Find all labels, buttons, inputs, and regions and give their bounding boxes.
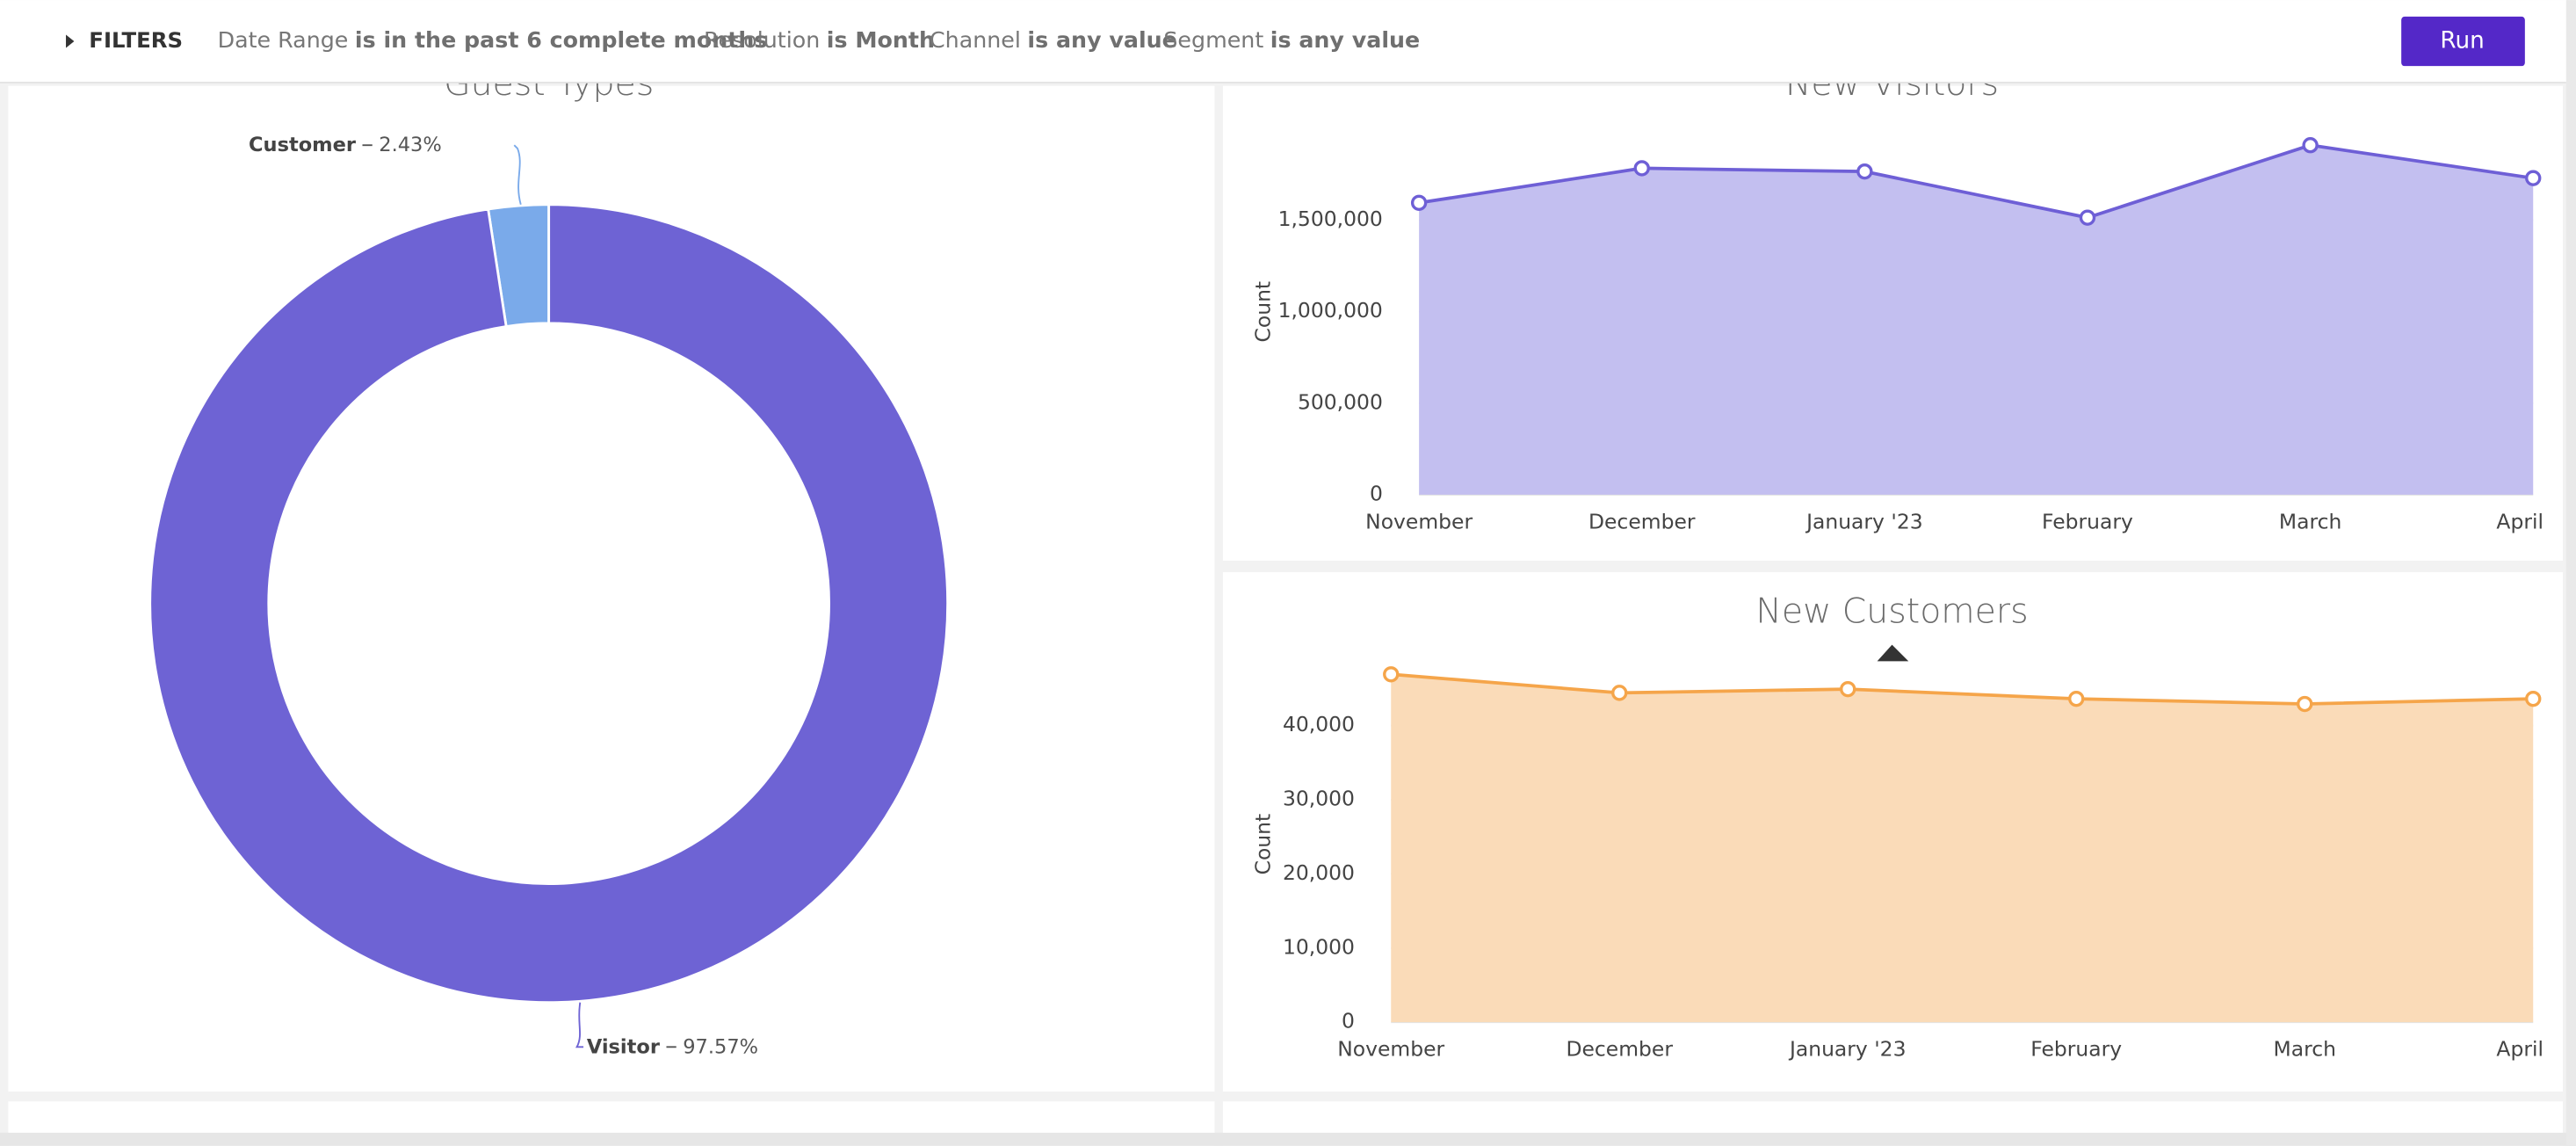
filter-bar-bg — [0, 0, 2566, 83]
filter-condition: is in the past 6 complete months — [355, 26, 768, 53]
point — [1856, 163, 1873, 180]
slice-name: Visitor — [587, 1035, 661, 1058]
point — [2079, 209, 2096, 226]
point — [1633, 160, 1650, 177]
x-tick-label: April — [2496, 1037, 2543, 1062]
point — [1611, 685, 1628, 701]
y-tick-label: 0 — [1342, 1009, 1355, 1034]
tooltip-caret — [1877, 644, 1909, 662]
scrollbar — [2565, 0, 2576, 1146]
area — [1391, 674, 2534, 1023]
point — [2068, 690, 2085, 707]
slice-label: Customer 2.43% — [249, 134, 442, 156]
x-tick-label: March — [2279, 509, 2341, 533]
filters-toggle[interactable]: FILTERS — [66, 27, 183, 53]
charts: Customer 2.43%Visitor 97.57%Guest Types050… — [148, 63, 2543, 1062]
y-tick-label: 30,000 — [1283, 786, 1355, 810]
pie-slice — [148, 203, 950, 1005]
area — [1419, 145, 2534, 495]
filter-items: Date Range is in the past 6 complete mont… — [218, 26, 1421, 53]
x-tick-label: December — [1588, 509, 1696, 533]
x-tick-label: February — [2042, 509, 2133, 533]
y-tick-label: 20,000 — [1283, 860, 1355, 885]
run-button[interactable]: Run — [2401, 16, 2525, 67]
point — [2525, 170, 2542, 186]
run-button-label[interactable]: Run — [2440, 28, 2484, 54]
filter-field: Channel — [930, 26, 1021, 53]
y-axis-label: Count — [1250, 814, 1275, 875]
leader-line — [513, 144, 522, 205]
filter-item[interactable]: Date Range is in the past 6 complete mont… — [218, 26, 768, 53]
filter-condition: is Month — [827, 26, 935, 53]
filter-bar: FILTERS Date Range is in the past 6 compl… — [0, 0, 2566, 83]
x-tick-label: February — [2030, 1037, 2122, 1062]
y-tick-label: 1,000,000 — [1278, 298, 1383, 323]
chart-title: New Customers — [1755, 591, 2028, 631]
x-tick-label: April — [2496, 509, 2543, 533]
line — [1418, 143, 2534, 220]
y-tick-label: 10,000 — [1283, 934, 1355, 959]
run-button-bg[interactable] — [2401, 16, 2525, 67]
point — [2302, 136, 2319, 154]
point — [1840, 680, 1856, 698]
filter-item[interactable]: Channel is any value — [930, 26, 1177, 53]
x-tick-label: December — [1566, 1037, 1673, 1062]
leader-line — [575, 1002, 584, 1048]
filter-item[interactable]: Resolution is Month — [704, 26, 935, 53]
point — [1383, 666, 1400, 683]
toggle-arrow — [66, 34, 75, 48]
slice-value: 2.43% — [379, 134, 441, 156]
line — [1391, 672, 2534, 706]
point — [2297, 695, 2313, 713]
x-tick-label: January '23 — [1805, 509, 1923, 533]
filter-condition: is any value — [1270, 26, 1420, 53]
x-tick-label: November — [1337, 1037, 1444, 1062]
slice-value: 97.57% — [683, 1035, 758, 1058]
slice-label: Visitor 97.57% — [587, 1035, 758, 1058]
x-tick-label: March — [2274, 1037, 2336, 1062]
point — [1410, 194, 1428, 211]
filter-condition: is any value — [1027, 26, 1176, 53]
y-tick-label: 1,500,000 — [1278, 207, 1383, 231]
y-tick-label: 40,000 — [1283, 712, 1355, 736]
y-axis-label: Count — [1250, 281, 1275, 343]
point — [2525, 690, 2542, 707]
y-tick-label: 0 — [1370, 481, 1383, 505]
scrollbar — [0, 1132, 2576, 1146]
slice-name: Customer — [249, 134, 357, 156]
filter-field: Date Range — [218, 26, 349, 53]
x-tick-label: November — [1365, 509, 1473, 533]
filter-field: Resolution — [704, 26, 820, 53]
x-tick-label: January '23 — [1788, 1037, 1907, 1062]
filters-toggle-label[interactable]: FILTERS — [89, 27, 183, 53]
filter-field: Segment — [1163, 26, 1263, 53]
y-tick-label: 500,000 — [1298, 389, 1383, 414]
filter-item[interactable]: Segment is any value — [1163, 26, 1420, 53]
